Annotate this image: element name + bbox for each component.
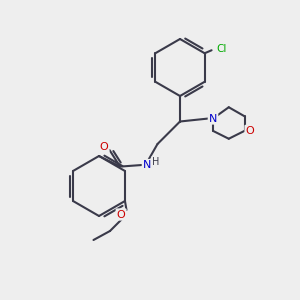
Text: N: N xyxy=(143,160,151,170)
Text: Cl: Cl xyxy=(216,44,226,54)
Text: O: O xyxy=(100,142,109,152)
Text: O: O xyxy=(117,209,125,220)
Text: O: O xyxy=(245,126,254,136)
Text: H: H xyxy=(152,157,160,167)
Text: N: N xyxy=(209,113,217,124)
